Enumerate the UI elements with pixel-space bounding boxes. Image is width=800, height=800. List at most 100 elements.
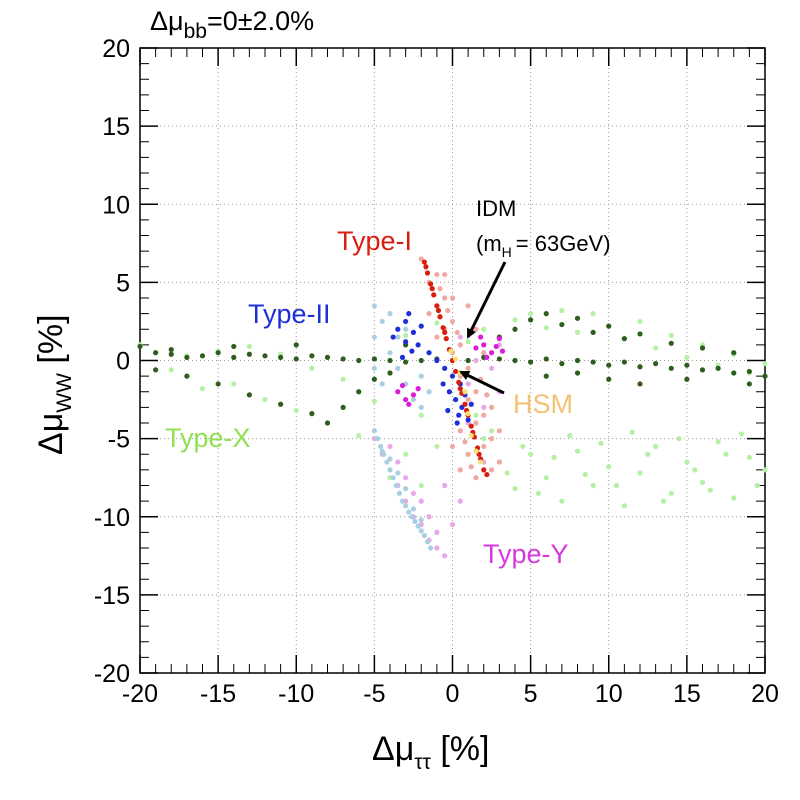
data-point [415,342,421,348]
data-point [168,351,174,357]
data-point [293,407,299,414]
data-point [637,364,643,370]
data-point [418,517,424,523]
data-point [699,345,706,351]
y-axis-title-unit: [%] [32,314,70,373]
data-point [262,396,268,403]
data-point [340,376,346,382]
data-point [434,303,440,309]
data-point [559,361,565,367]
y-axis-title-sub: WW [53,373,76,413]
y-tick-label: 5 [116,269,130,297]
series-type-i-dense- [421,259,490,478]
data-point [215,350,221,356]
hsm-arrow [459,370,505,395]
data-point [356,432,362,439]
data-point [481,350,487,356]
data-point [246,343,252,350]
data-point [448,348,454,354]
data-point [423,264,429,270]
data-point [403,359,409,365]
data-point [418,357,424,364]
data-point [371,365,377,371]
x-tick-label: -15 [200,680,236,708]
data-point [387,357,393,364]
data-point [395,326,401,332]
data-point [528,317,534,323]
data-point [399,498,406,504]
data-point [613,482,620,489]
data-point [442,329,448,335]
data-point [645,451,651,457]
data-point [488,467,495,473]
data-point [481,412,487,418]
data-point [543,311,549,317]
data-point [428,281,434,287]
y-tick-label: 10 [102,191,130,219]
data-point [424,539,431,545]
data-point [465,365,471,371]
data-point [387,467,393,473]
data-point [488,404,495,410]
idm-arrow [466,261,507,339]
data-point [293,342,299,348]
data-point [434,443,440,450]
label-type-ii: Type-II [248,299,331,329]
data-point [762,467,768,473]
idm-mass-sub: H [502,244,512,260]
data-point [215,381,221,387]
data-point [421,532,427,539]
data-point [465,417,471,423]
data-point [374,436,381,442]
data-point [445,407,451,414]
data-point [406,311,412,317]
chart-title: Δμbb=0±2.0% [150,6,314,43]
x-tick-label: 0 [446,680,460,708]
series-type-ii [371,303,434,551]
data-point [434,334,440,340]
data-point [559,307,565,314]
axis-ticks [139,47,766,674]
data-point [434,357,440,364]
label-idm: IDM [476,196,516,221]
data-point [442,553,448,559]
data-point [231,381,237,387]
data-point [246,351,252,357]
data-point [443,336,449,342]
data-point [457,342,463,348]
data-point [415,523,421,529]
label-type-i: Type-I [337,226,412,256]
data-point [309,365,315,371]
x-tick-label: 5 [524,680,538,708]
data-point [324,354,331,360]
label-idm-mass: (mH = 63GeV) [476,231,611,260]
tick-labels: -20 -15 -10 -5 0 5 10 15 20 -20 -15 -10 -5 0 5 10 15 20 [94,35,779,708]
data-point [387,370,393,376]
data-point [456,379,462,385]
data-point [668,365,674,371]
data-point [278,401,284,407]
data-point [293,356,299,362]
data-point [449,318,456,325]
data-point [715,439,721,445]
data-point [512,357,518,364]
data-point [559,498,565,504]
data-point [424,270,431,276]
data-point [484,392,490,398]
data-point [390,334,396,340]
data-point [456,412,462,418]
data-point [428,545,434,551]
data-point [465,357,471,364]
data-point [231,354,237,360]
data-point [371,356,377,362]
x-axis-title-unit: [%] [431,730,490,768]
data-point [468,401,474,407]
data-point [406,401,412,407]
data-point [653,443,659,450]
data-point [496,336,502,342]
data-point [445,307,451,314]
data-point [387,443,393,450]
data-point [409,348,415,354]
data-point [535,490,542,496]
data-point [399,354,406,360]
